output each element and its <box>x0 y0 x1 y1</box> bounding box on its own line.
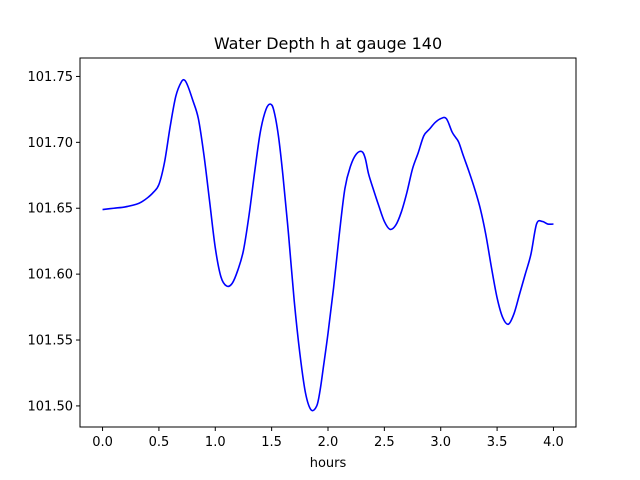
water-depth-series-line <box>102 78 554 412</box>
x-axis: 0.0 0.5 1.0 1.5 2.0 2.5 3.0 3.5 4.0 <box>92 427 564 450</box>
x-tick-label: 1.0 <box>205 435 226 450</box>
chart-title: Water Depth h at gauge 140 <box>214 34 442 53</box>
x-tick-label: 0.5 <box>149 435 170 450</box>
plot-frame <box>79 57 577 428</box>
x-tick-label: 3.0 <box>430 435 451 450</box>
x-tick-label: 2.0 <box>318 435 339 450</box>
y-tick-label: 101.70 <box>28 136 74 151</box>
y-tick-label: 101.50 <box>28 399 74 414</box>
x-axis-label: hours <box>310 456 347 471</box>
x-tick-label: 4.0 <box>543 435 564 450</box>
y-axis: 101.50 101.55 101.60 101.65 101.70 101.75 <box>28 70 80 414</box>
plot-line-group <box>102 78 554 412</box>
y-tick-label: 101.65 <box>28 202 74 217</box>
y-tick-label: 101.55 <box>28 334 74 349</box>
y-tick-label: 101.60 <box>28 268 74 283</box>
x-tick-label: 0.0 <box>92 435 113 450</box>
x-tick-label: 2.5 <box>374 435 395 450</box>
x-tick-label: 1.5 <box>261 435 282 450</box>
y-tick-label: 101.75 <box>28 70 74 85</box>
x-tick-label: 3.5 <box>487 435 508 450</box>
